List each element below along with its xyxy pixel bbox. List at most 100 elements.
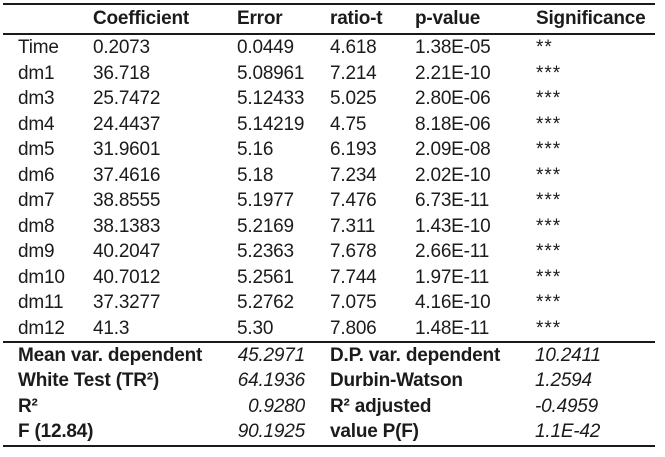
- summary-label: R²: [18, 395, 38, 417]
- header-underline: [3, 33, 655, 35]
- row-label: Time: [18, 37, 59, 58]
- table-row: dm7 38.8555 5.1977 7.476 6.73E-11 ***: [0, 188, 665, 214]
- coefficient-cell: 41.3: [93, 317, 130, 339]
- error-cell: 5.18: [237, 164, 274, 186]
- ratio-t-cell: 7.214: [330, 62, 377, 84]
- table-header-row: Coefficient Error ratio-t p-value Signif…: [0, 5, 665, 33]
- p-value-cell: 2.66E-11: [415, 241, 490, 262]
- error-cell: 5.2762: [237, 292, 294, 313]
- row-label: dm3: [18, 88, 55, 109]
- coefficient-cell: 36.718: [93, 62, 150, 84]
- p-value-cell: 2.80E-06: [415, 88, 491, 109]
- p-value-cell: 2.21E-10: [415, 62, 491, 84]
- significance-cell: ***: [536, 266, 562, 288]
- coefficient-cell: 37.4616: [93, 164, 161, 186]
- row-label: dm7: [18, 190, 55, 211]
- error-cell: 5.16: [237, 139, 274, 160]
- summary-row: Mean var. dependent 45.2971 D.P. var. de…: [0, 343, 665, 368]
- ratio-t-cell: 7.806: [330, 317, 377, 339]
- table-row: dm10 40.7012 5.2561 7.744 1.97E-11 ***: [0, 265, 665, 291]
- table-row: dm6 37.4616 5.18 7.234 2.02E-10 ***: [0, 163, 665, 189]
- summary-value: 1.1E-42: [535, 421, 601, 443]
- p-value-cell: 1.43E-10: [415, 215, 491, 237]
- coefficient-cell: 38.8555: [93, 190, 161, 211]
- ratio-t-cell: 6.193: [330, 139, 377, 160]
- table-row: dm5 31.9601 5.16 6.193 2.09E-08 ***: [0, 137, 665, 163]
- row-label: dm6: [18, 164, 55, 186]
- coefficient-cell: 37.3277: [93, 292, 161, 313]
- row-label: dm9: [18, 241, 55, 262]
- p-value-cell: 1.97E-11: [415, 266, 490, 288]
- significance-cell: ***: [536, 139, 562, 160]
- summary-value: 10.2411: [535, 345, 601, 366]
- col-header-empty: [0, 5, 93, 33]
- significance-cell: ***: [536, 62, 562, 84]
- coefficient-cell: 40.7012: [93, 266, 161, 288]
- coefficient-cell: 25.7472: [93, 88, 161, 109]
- row-label: dm4: [18, 113, 55, 135]
- summary-label: R² adjusted: [330, 395, 432, 417]
- table-rule-bottom: [3, 444, 655, 447]
- error-cell: 5.08961: [237, 62, 305, 84]
- error-cell: 5.12433: [237, 88, 305, 109]
- significance-cell: ***: [536, 164, 562, 186]
- significance-cell: **: [536, 37, 553, 58]
- error-cell: 0.0449: [237, 37, 294, 58]
- table-row: dm3 25.7472 5.12433 5.025 2.80E-06 ***: [0, 86, 665, 112]
- coefficient-cell: 31.9601: [93, 139, 161, 160]
- ratio-t-cell: 7.744: [330, 266, 377, 288]
- coefficient-cell: 38.1383: [93, 215, 161, 237]
- summary-value: 90.1925: [237, 421, 305, 443]
- row-label: dm1: [18, 62, 55, 84]
- ratio-t-cell: 7.234: [330, 164, 377, 186]
- summary-separator-line: [3, 341, 655, 343]
- ratio-t-cell: 7.075: [330, 292, 377, 313]
- significance-cell: ***: [536, 215, 562, 237]
- summary-value: 45.2971: [237, 345, 305, 366]
- summary-row: F (12.84) 90.1925 value P(F) 1.1E-42: [0, 419, 665, 444]
- summary-label: Durbin-Watson: [330, 370, 463, 392]
- p-value-cell: 1.48E-11: [415, 317, 490, 339]
- significance-cell: ***: [536, 317, 562, 339]
- table-row: dm8 38.1383 5.2169 7.311 1.43E-10 ***: [0, 214, 665, 240]
- summary-value: 1.2594: [535, 370, 592, 392]
- table-rule-top: [3, 3, 655, 5]
- significance-cell: ***: [536, 292, 562, 313]
- error-cell: 5.2169: [237, 215, 294, 237]
- error-cell: 5.2561: [237, 266, 294, 288]
- ratio-t-cell: 7.311: [330, 215, 376, 237]
- significance-cell: ***: [536, 88, 562, 109]
- error-cell: 5.1977: [237, 190, 294, 211]
- summary-label: Mean var. dependent: [18, 345, 203, 366]
- col-header-p-value: p-value: [415, 8, 481, 29]
- table-row: dm1 36.718 5.08961 7.214 2.21E-10 ***: [0, 61, 665, 87]
- error-cell: 5.2363: [237, 241, 294, 262]
- col-header-error: Error: [237, 8, 283, 29]
- summary-row: R² 0.9280 R² adjusted -0.4959: [0, 394, 665, 419]
- p-value-cell: 4.16E-10: [415, 292, 491, 313]
- row-label: dm12: [18, 317, 65, 339]
- row-label: dm5: [18, 139, 55, 160]
- significance-cell: ***: [536, 241, 562, 262]
- ratio-t-cell: 4.75: [330, 113, 367, 135]
- p-value-cell: 2.02E-10: [415, 164, 491, 186]
- coefficients-table: Coefficient Error ratio-t p-value Signif…: [0, 5, 665, 447]
- p-value-cell: 6.73E-11: [415, 190, 490, 211]
- error-cell: 5.14219: [237, 113, 305, 135]
- summary-value: 64.1936: [237, 370, 305, 392]
- significance-cell: ***: [536, 113, 562, 135]
- summary-label: White Test (TR²): [18, 370, 160, 392]
- significance-cell: ***: [536, 190, 562, 211]
- ratio-t-cell: 7.678: [330, 241, 377, 262]
- summary-row: White Test (TR²) 64.1936 Durbin-Watson 1…: [0, 368, 665, 393]
- table-row: dm11 37.3277 5.2762 7.075 4.16E-10 ***: [0, 290, 665, 316]
- col-header-coefficient: Coefficient: [93, 8, 189, 29]
- table-row: dm12 41.3 5.30 7.806 1.48E-11 ***: [0, 316, 665, 342]
- row-label: dm8: [18, 215, 55, 237]
- summary-value: -0.4959: [535, 395, 599, 417]
- row-label: dm10: [18, 266, 65, 288]
- error-cell: 5.30: [237, 317, 274, 339]
- col-header-significance: Significance: [536, 8, 646, 29]
- ratio-t-cell: 5.025: [330, 88, 377, 109]
